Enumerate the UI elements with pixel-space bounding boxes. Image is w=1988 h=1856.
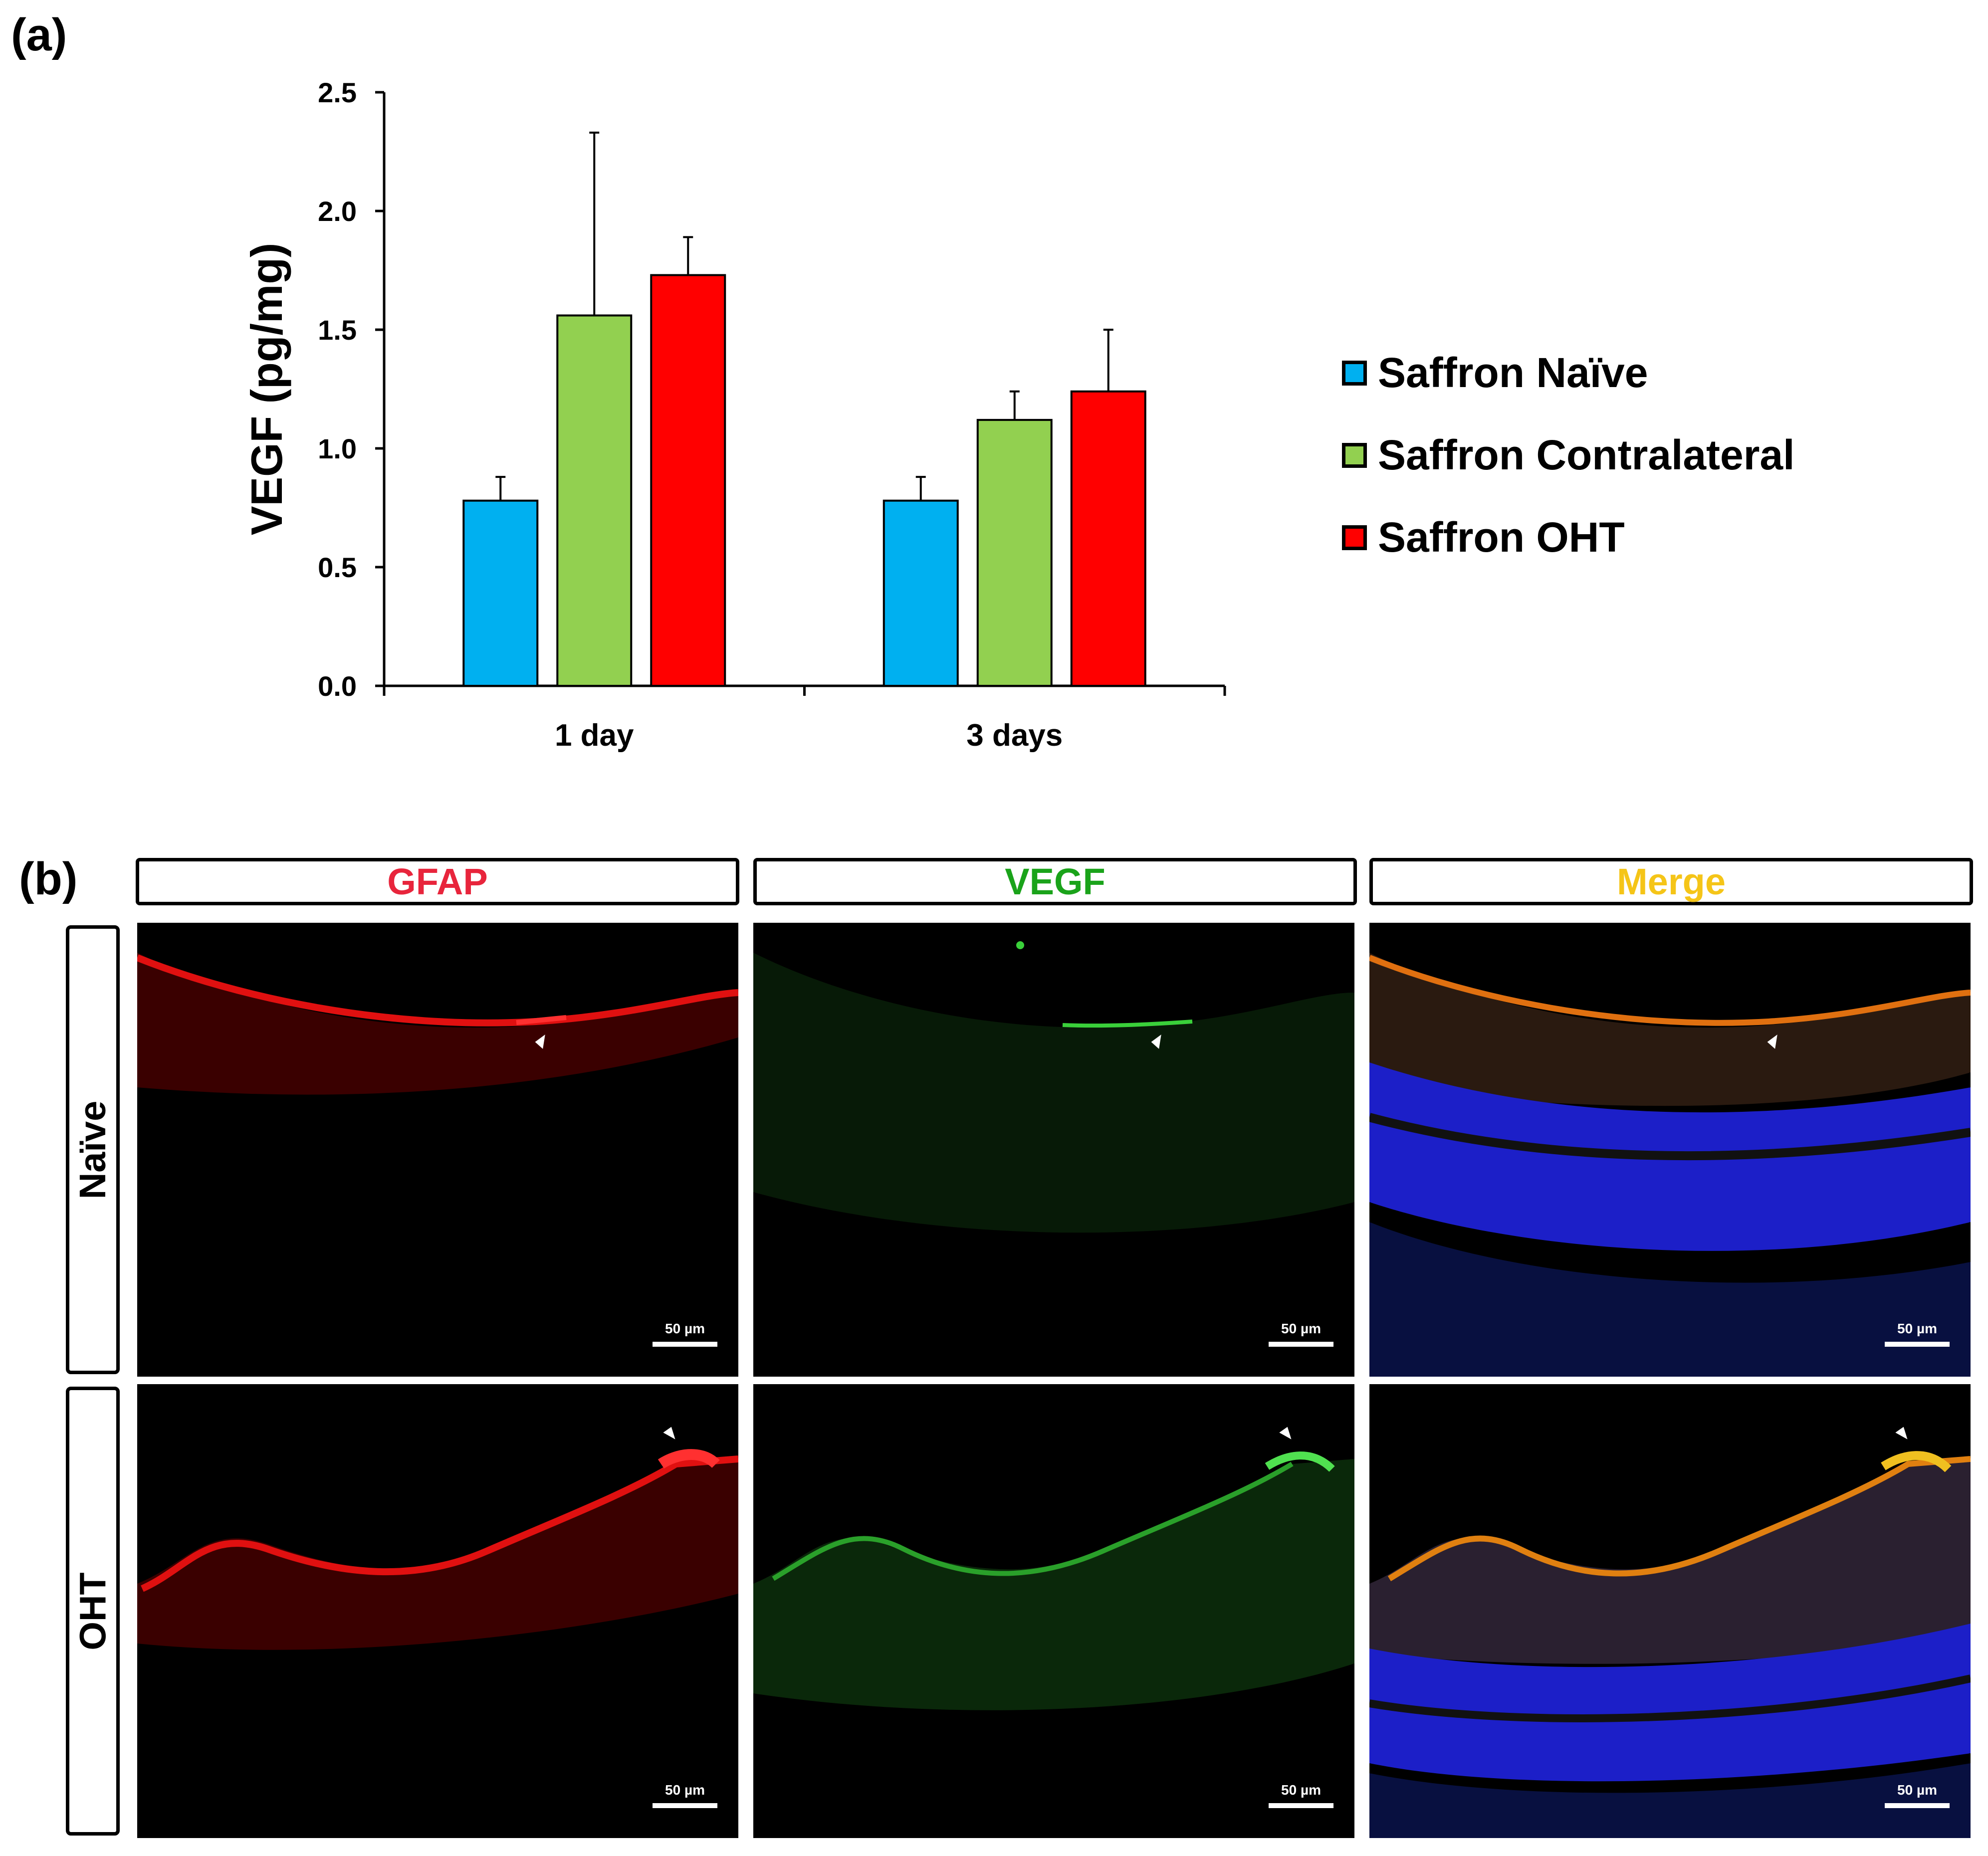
scale-bar: 50 µm	[1885, 1321, 1950, 1347]
row-header-oht: OHT	[66, 1387, 120, 1836]
x-tick-label: 1 day	[555, 718, 634, 753]
row-label-oht: OHT	[72, 1572, 114, 1650]
legend-label-oht: Saffron OHT	[1378, 514, 1625, 561]
arrowhead-icon	[1767, 1034, 1777, 1049]
micrograph-naive-merge: 50 µm	[1369, 923, 1971, 1377]
arrowhead-icon	[535, 1034, 545, 1049]
y-tick-label: 0.5	[318, 552, 357, 583]
y-tick-label: 2.0	[318, 196, 357, 227]
legend-label-naive: Saffron Naïve	[1378, 349, 1648, 396]
bar	[462, 499, 539, 687]
panel-label-b: (b)	[19, 853, 78, 904]
micrograph-image	[137, 1427, 738, 1650]
row-label-naive: Naïve	[72, 1100, 114, 1199]
row-header-naive: Naïve	[66, 925, 120, 1374]
scale-bar: 50 µm	[1269, 1321, 1333, 1347]
column-header-merge: Merge	[1369, 858, 1973, 905]
arrowhead-icon	[1279, 1427, 1292, 1440]
bar	[883, 499, 959, 687]
micrograph-image	[1369, 953, 1971, 1377]
scale-bar: 50 µm	[653, 1321, 717, 1347]
legend-item-contralateral: Saffron Contralateral	[1342, 414, 1795, 496]
scale-bar: 50 µm	[653, 1782, 717, 1808]
arrowhead-icon	[663, 1427, 675, 1440]
y-tick-label: 1.0	[318, 433, 357, 464]
x-tick-label: 3 days	[966, 718, 1063, 753]
chart-legend: Saffron Naïve Saffron Contralateral Saff…	[1342, 332, 1795, 579]
legend-swatch-contralateral	[1342, 442, 1367, 468]
scale-bar: 50 µm	[1269, 1782, 1333, 1808]
bar-chart: 0.0 0.5 1.0 1.5 2.0 2.5 VEGF (pg/mg) 1 day 3 day…	[242, 77, 1226, 753]
y-axis-title: VEGF (pg/mg)	[242, 243, 291, 536]
y-tick-label: 2.5	[318, 77, 357, 108]
micrograph-naive-gfap: 50 µm	[137, 923, 738, 1377]
arrowhead-icon	[1895, 1427, 1908, 1440]
column-header-gfap: GFAP	[136, 858, 739, 905]
bar	[650, 274, 726, 687]
bar	[1070, 390, 1146, 687]
legend-item-oht: Saffron OHT	[1342, 496, 1795, 579]
legend-swatch-naive	[1342, 360, 1367, 386]
column-header-vegf: VEGF	[753, 858, 1357, 905]
micrograph-image	[137, 953, 738, 1095]
legend-label-contralateral: Saffron Contralateral	[1378, 431, 1795, 478]
micrograph-image	[753, 1427, 1354, 1710]
legend-item-naive: Saffron Naïve	[1342, 332, 1795, 414]
y-tick-label: 1.5	[318, 314, 357, 346]
scale-bar: 50 µm	[1885, 1782, 1950, 1808]
micrograph-naive-vegf: 50 µm	[753, 923, 1354, 1377]
micrograph-image	[753, 941, 1354, 1233]
bar	[976, 418, 1053, 687]
micrograph-oht-gfap: 50 µm	[137, 1384, 738, 1838]
arrowhead-icon	[1151, 1034, 1161, 1049]
bar	[556, 314, 633, 687]
panel-label-a: (a)	[11, 9, 67, 60]
micrograph-oht-merge: 50 µm	[1369, 1384, 1971, 1838]
y-tick-label: 0.0	[318, 670, 357, 702]
micrograph-image	[1369, 1427, 1971, 1838]
legend-swatch-oht	[1342, 525, 1367, 550]
micrograph-oht-vegf: 50 µm	[753, 1384, 1354, 1838]
